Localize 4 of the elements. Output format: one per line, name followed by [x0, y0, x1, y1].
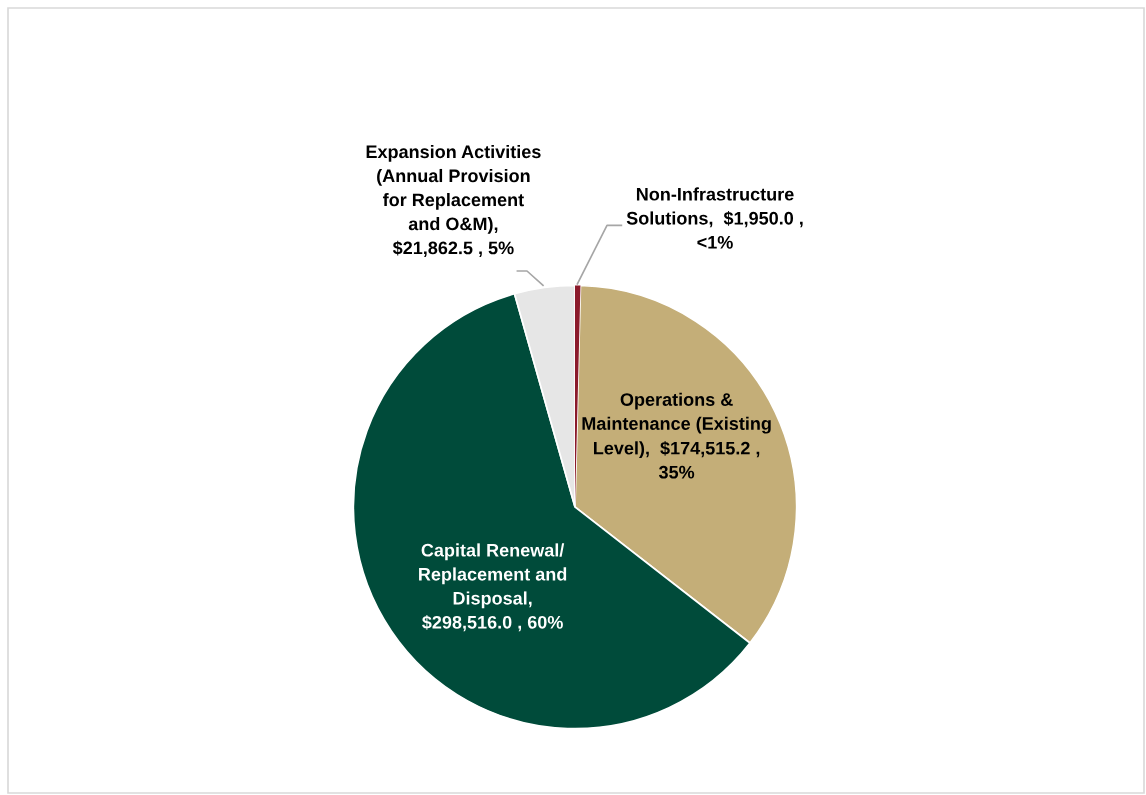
slice-label: Non-Infrastructure Solutions, $1,950.0 , <1%	[626, 187, 803, 249]
slice-label: Capital Renewal/ Replacement and Disposal, $298,516.0 , 60%	[419, 543, 567, 632]
slice-label: Operations & Maintenance (Existing Level), $174,515.2 , 35%	[582, 392, 771, 479]
slice-label: Expansion Activities (Annual Provision for Replacement and O&M), $21,862.5 , 5%	[366, 144, 541, 257]
